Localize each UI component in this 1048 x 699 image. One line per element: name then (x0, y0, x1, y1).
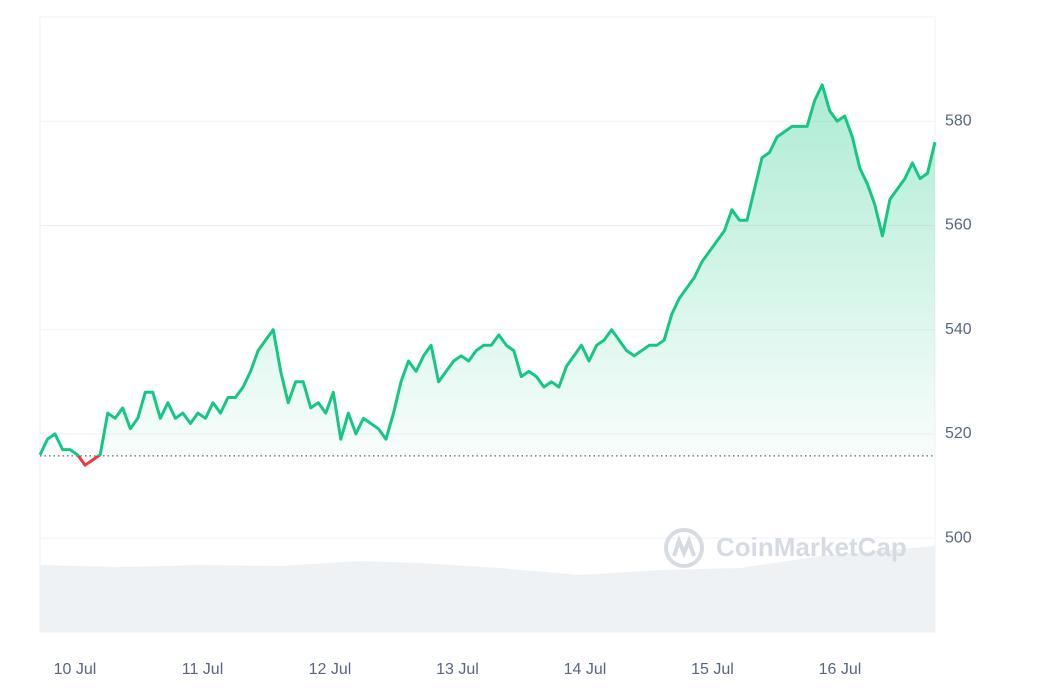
area-fill (40, 84, 935, 466)
y-tick-label: 580 (945, 112, 972, 129)
volume-area (40, 546, 935, 632)
x-tick-label: 11 Jul (182, 661, 224, 678)
y-tick-label: 520 (945, 425, 972, 442)
x-tick-label: 12 Jul (309, 661, 352, 678)
price-line (38, 83, 937, 467)
y-tick-label: 540 (945, 321, 972, 338)
watermark: CoinMarketCap (664, 528, 907, 568)
x-tick-label: 15 Jul (691, 661, 734, 678)
x-tick-label: 10 Jul (54, 661, 97, 678)
x-tick-label: 14 Jul (564, 661, 607, 678)
y-tick-label: 560 (945, 217, 972, 234)
watermark-text: CoinMarketCap (716, 532, 907, 562)
y-tick-label: 500 (945, 529, 972, 546)
x-tick-label: 13 Jul (436, 661, 479, 678)
x-tick-label: 16 Jul (819, 661, 862, 678)
